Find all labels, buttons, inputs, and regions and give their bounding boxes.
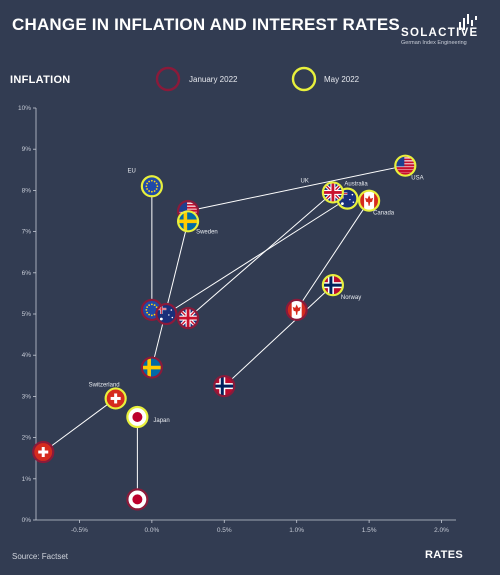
jan-marker-uk [176, 307, 200, 330]
x-tick-label: 1.0% [289, 527, 304, 534]
may-marker-uk [321, 181, 344, 204]
y-tick-label: 8% [22, 187, 32, 194]
source-note: Source: Factset [12, 552, 69, 561]
point-label-australia: Australia [344, 182, 368, 188]
jan-marker-canada [285, 298, 308, 321]
may-marker-japan [126, 405, 149, 429]
y-tick-label: 4% [22, 352, 32, 359]
chart-title: CHANGE IN INFLATION AND INTEREST RATES [12, 15, 400, 34]
point-label-norway: Norway [341, 295, 361, 301]
jan-marker-australia [155, 302, 178, 326]
legend-may-marker [291, 66, 317, 92]
connector-line-canada [296, 200, 370, 311]
brand-block: SOLACTIVE German Index Engineering [401, 27, 479, 46]
point-label-canada: Canada [373, 211, 395, 217]
y-tick-label: 7% [22, 229, 32, 236]
jan-marker-japan [126, 488, 149, 511]
y-tick-label: 2% [22, 435, 32, 442]
point-label-usa: USA [411, 176, 423, 182]
x-tick-label: 0.0% [144, 527, 159, 534]
connector-line-australia [166, 198, 348, 315]
may-marker-switzerland [104, 387, 127, 410]
connector-line-norway [223, 284, 334, 387]
may-marker-eu [140, 175, 163, 198]
jan-marker-norway [213, 375, 236, 398]
x-tick-label: 0.5% [217, 527, 232, 534]
may-marker-canada [358, 189, 381, 212]
connector-line-usa [187, 165, 406, 212]
may-marker-sweden [176, 210, 200, 233]
brand-tagline: German Index Engineering [401, 40, 467, 46]
y-tick-label: 5% [22, 311, 32, 318]
y-tick-label: 0% [22, 517, 32, 524]
connector-line-switzerland [42, 398, 116, 453]
brand-logo-icon [459, 14, 477, 30]
may-marker-norway [321, 274, 344, 297]
y-tick-label: 6% [22, 270, 32, 277]
may-marker-usa [394, 154, 417, 177]
x-axis-title: RATES [425, 549, 463, 561]
point-label-uk: UK [301, 178, 309, 184]
y-tick-label: 3% [22, 393, 32, 400]
point-label-switzerland: Switzerland [89, 382, 120, 388]
jan-marker-sweden [140, 356, 163, 379]
brand-name: SOLACTIVE [401, 27, 479, 39]
x-tick-label: 1.5% [362, 527, 377, 534]
x-tick-label: -0.5% [71, 527, 88, 534]
legend-jan-marker [155, 66, 181, 92]
y-axis-title: INFLATION [10, 74, 71, 86]
x-tick-label: 2.0% [434, 527, 449, 534]
point-label-japan: Japan [153, 418, 169, 424]
legend-may-label: May 2022 [324, 75, 360, 84]
y-tick-label: 10% [18, 105, 31, 112]
connector-line-uk [187, 192, 334, 319]
y-tick-label: 9% [22, 146, 32, 153]
connector-line-sweden [151, 221, 189, 368]
legend-jan-label: January 2022 [189, 75, 238, 84]
point-label-eu: EU [128, 168, 136, 174]
y-tick-label: 1% [22, 476, 32, 483]
point-label-sweden: Sweden [196, 229, 218, 235]
jan-marker-switzerland [32, 440, 55, 464]
